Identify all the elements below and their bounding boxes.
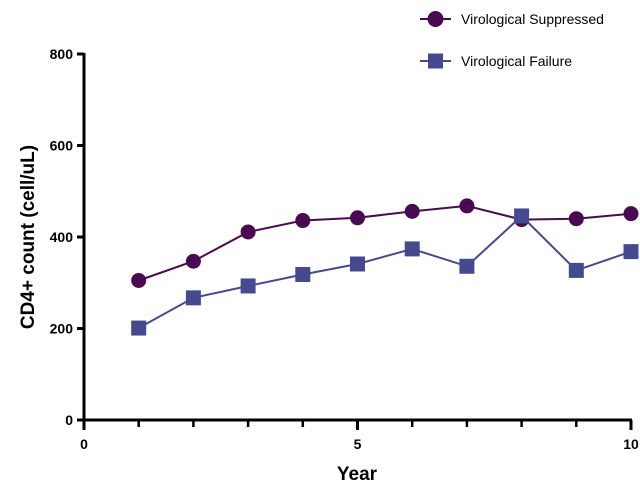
x-tick-label: 0 bbox=[80, 436, 88, 452]
suppressed-point bbox=[295, 213, 311, 229]
series-line-2 bbox=[138, 214, 632, 329]
series-line-1 bbox=[138, 204, 632, 282]
failure-point bbox=[623, 244, 639, 260]
failure-point bbox=[568, 262, 584, 278]
y-tick-label: 200 bbox=[50, 321, 74, 337]
failure-point bbox=[295, 267, 311, 283]
axes: Year CD4+ count (cell/uL) 0 200 400 600 800 0… bbox=[18, 46, 639, 483]
suppressed-point bbox=[131, 272, 147, 288]
y-tick-label: 800 bbox=[50, 46, 74, 62]
suppressed-point bbox=[350, 210, 365, 226]
failure-point bbox=[459, 258, 475, 274]
y-axis-title: CD4+ count (cell/uL) bbox=[18, 145, 39, 329]
failure-point bbox=[131, 320, 147, 336]
x-tick-label: 5 bbox=[354, 436, 362, 452]
failure-point bbox=[404, 241, 420, 257]
x-tick-label: 10 bbox=[623, 436, 639, 452]
y-tick-label: 600 bbox=[50, 138, 74, 154]
suppressed-point bbox=[185, 253, 201, 269]
failure-point bbox=[350, 256, 365, 272]
failure-point bbox=[514, 208, 530, 224]
x-axis-title: Year bbox=[337, 464, 378, 483]
failure-point bbox=[185, 290, 201, 306]
legend-marker-circle bbox=[427, 11, 444, 27]
plot-area bbox=[131, 198, 639, 336]
legend-label: Virological Suppressed bbox=[461, 11, 604, 27]
suppressed-point bbox=[568, 211, 584, 227]
legend: Virological Suppressed Virological Failur… bbox=[420, 11, 604, 69]
y-tick-label: 0 bbox=[65, 412, 73, 428]
suppressed-point bbox=[459, 198, 475, 214]
suppressed-point bbox=[623, 206, 639, 222]
legend-marker-square bbox=[428, 53, 443, 69]
legend-label: Virological Failure bbox=[461, 53, 572, 69]
y-tick-label: 400 bbox=[50, 229, 74, 245]
failure-point bbox=[240, 278, 256, 294]
suppressed-point bbox=[240, 224, 256, 240]
suppressed-point bbox=[404, 203, 420, 219]
